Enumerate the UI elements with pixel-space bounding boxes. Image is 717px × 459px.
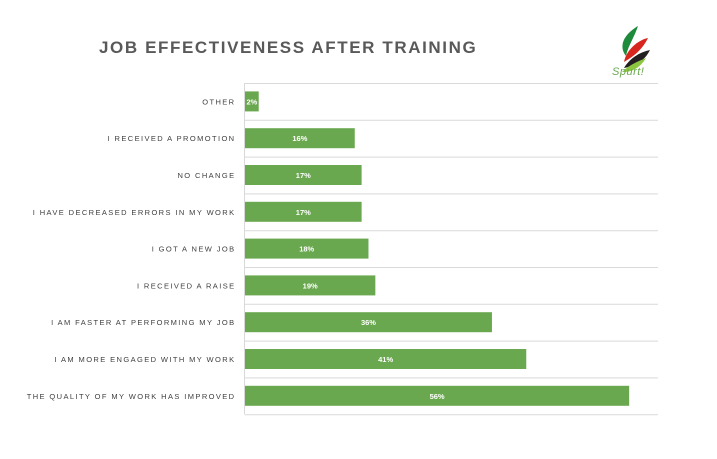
bar	[245, 91, 259, 112]
bar	[245, 349, 527, 369]
bar	[245, 275, 376, 296]
spurt-logo-icon	[622, 26, 650, 72]
category-label: I AM MORE ENGAGED WITH MY WORK	[54, 355, 235, 364]
bar	[245, 312, 492, 333]
category-label: THE QUALITY OF MY WORK HAS IMPROVED	[27, 392, 236, 401]
data-labels: 2% 16% 17% 17% 18% 19% 36% 41% 56%	[246, 97, 444, 400]
logo-leaf-light	[622, 58, 646, 72]
bar	[245, 238, 369, 259]
category-label: I GOT A NEW JOB	[152, 245, 236, 254]
bar	[245, 385, 630, 406]
bar	[245, 201, 362, 222]
logo-text: Spurt!	[612, 66, 645, 78]
data-label: 17%	[296, 171, 311, 180]
category-label: I AM FASTER AT PERFORMING MY JOB	[51, 318, 235, 327]
logo-leaf-top	[622, 26, 638, 56]
category-label: I HAVE DECREASED ERRORS IN MY WORK	[33, 208, 236, 217]
data-label: 16%	[292, 134, 307, 143]
category-labels: OTHER I RECEIVED A PROMOTION NO CHANGE I HA…	[27, 97, 236, 401]
data-label: 17%	[296, 208, 311, 217]
bar	[245, 165, 362, 185]
data-label: 36%	[361, 318, 376, 327]
category-label: I RECEIVED A RAISE	[137, 281, 236, 290]
logo-leaf-dark	[624, 50, 650, 68]
bars	[245, 91, 630, 406]
data-label: 19%	[303, 281, 318, 290]
category-label: OTHER	[202, 97, 235, 106]
chart-title: JOB EFFECTIVENESS AFTER TRAINING	[99, 38, 478, 57]
data-label: 2%	[246, 97, 257, 106]
data-label: 18%	[299, 245, 314, 254]
data-label: 41%	[378, 355, 393, 364]
logo-leaf-red	[624, 38, 648, 62]
category-label: I RECEIVED A PROMOTION	[108, 134, 236, 143]
bar	[245, 128, 355, 149]
gridlines	[244, 83, 658, 416]
data-label: 56%	[430, 392, 445, 401]
category-label: NO CHANGE	[177, 171, 235, 180]
